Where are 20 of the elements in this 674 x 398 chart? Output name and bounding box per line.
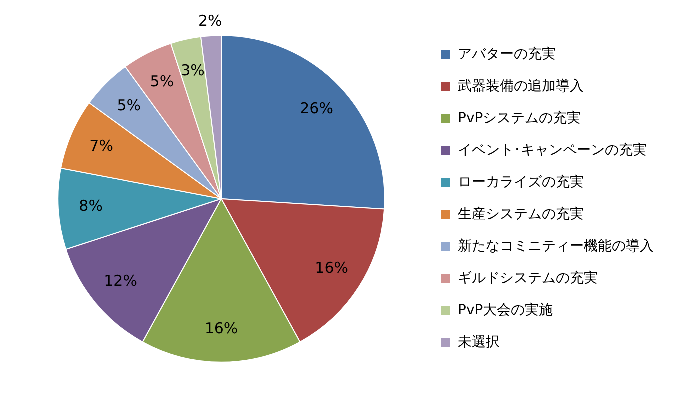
legend-label: アバターの充実 <box>458 46 556 63</box>
legend-label: 武器装備の追加導入 <box>458 78 584 95</box>
data-label: 3% <box>181 61 205 80</box>
data-label: 7% <box>90 136 114 155</box>
legend-label: PvPシステムの充実 <box>458 110 582 127</box>
data-label: 5% <box>117 96 141 114</box>
data-label: 2% <box>198 12 222 30</box>
legend-label: 生産システムの充実 <box>458 206 584 223</box>
data-label: 8% <box>79 197 103 216</box>
legend-label: イベント･キャンペーンの充実 <box>458 142 647 159</box>
data-label: 16% <box>315 258 349 277</box>
data-label: 26% <box>300 99 334 118</box>
data-label: 12% <box>104 272 138 290</box>
legend-label: ギルドシステムの充実 <box>458 270 598 287</box>
legend-label: 新たなコミニティー機能の導入 <box>458 238 654 255</box>
data-label: 5% <box>150 72 174 90</box>
legend-label: 未選択 <box>458 334 500 351</box>
legend-label: ローカライズの充実 <box>458 174 584 191</box>
data-label: 16% <box>204 320 238 338</box>
legend-label: PvP大会の実施 <box>458 302 554 319</box>
